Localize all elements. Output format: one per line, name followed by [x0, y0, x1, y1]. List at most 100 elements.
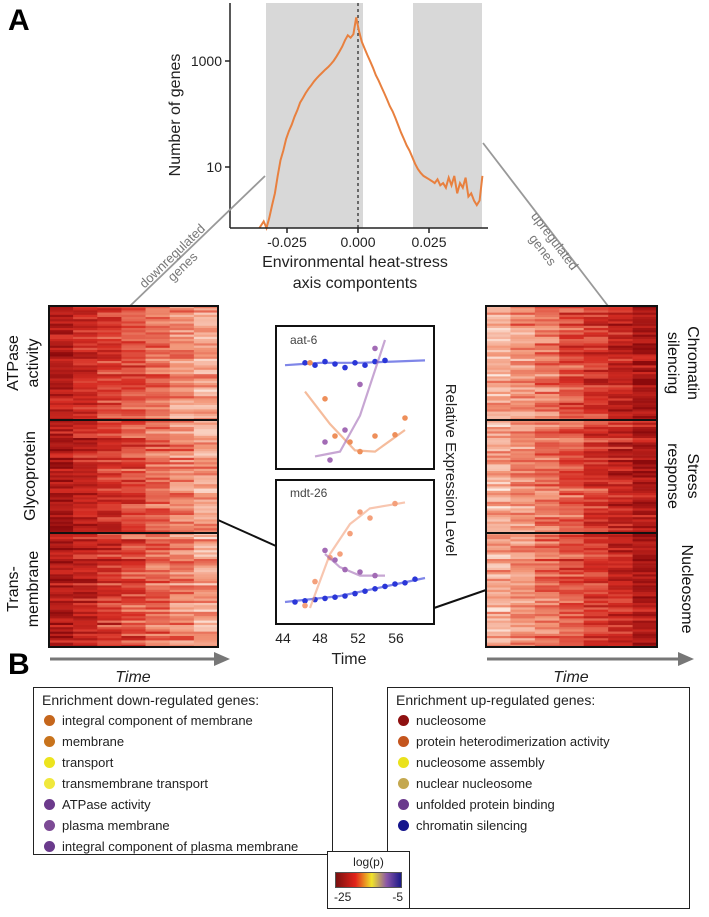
- heatmap-cell: [169, 539, 195, 542]
- heatmap-cell: [169, 497, 195, 500]
- heatmap-cell: [73, 473, 98, 476]
- heatmap-cell: [608, 618, 633, 621]
- label-atpase: ATPase: [5, 335, 22, 391]
- heatmap-cell: [193, 640, 219, 643]
- heatmap-cell: [583, 336, 609, 340]
- heatmap-cell: [49, 424, 74, 428]
- heatmap-cell: [632, 323, 658, 327]
- heatmap-cell: [193, 310, 219, 313]
- heatmap-cell: [193, 312, 219, 316]
- heatmap-cell: [534, 609, 560, 613]
- heatmap-cell: [510, 600, 536, 604]
- heatmap-cell: [49, 616, 74, 619]
- heatmap-cell: [559, 545, 585, 549]
- data-point-orange: [312, 578, 318, 585]
- heatmap-cell: [121, 504, 146, 507]
- heatmap-cell: [73, 495, 98, 498]
- heatmap-cell: [583, 312, 609, 316]
- heatmap-cell: [632, 596, 658, 599]
- heatmap-cell: [73, 352, 98, 355]
- data-point-blue: [342, 364, 348, 371]
- heatmap-cell: [193, 486, 219, 489]
- heatmap-cell: [510, 638, 536, 641]
- heatmap-cell: [486, 431, 511, 434]
- heatmap-cell: [559, 598, 585, 602]
- heatmap-cell: [534, 563, 560, 566]
- heatmap-cell: [193, 356, 219, 360]
- heatmap-cell: [145, 317, 171, 320]
- heatmap-cell: [97, 460, 122, 463]
- heatmap-cell: [632, 550, 658, 553]
- heatmap-cell: [632, 475, 658, 478]
- heatmap-cell: [49, 422, 74, 426]
- heatmap-cell: [608, 484, 633, 487]
- heatmap-cell: [583, 319, 609, 322]
- heatmap-cell: [583, 435, 609, 439]
- heatmap-cell: [559, 506, 585, 509]
- heatmap-cell: [559, 559, 585, 562]
- heatmap-cell: [97, 455, 122, 459]
- heatmap-cell: [559, 378, 585, 382]
- heatmap-cell: [534, 312, 560, 316]
- heatmap-cell: [145, 389, 171, 393]
- heatmap-cell: [145, 534, 171, 538]
- heatmap-cell: [632, 435, 658, 439]
- heatmap-cell: [583, 330, 609, 333]
- inset-plot-aat-6: [284, 339, 426, 463]
- heatmap-cell: [510, 427, 536, 430]
- heatmap-cell: [583, 642, 609, 646]
- heatmap-cell: [145, 583, 171, 586]
- heatmap-cell: [583, 636, 609, 639]
- distribution-chart: 1000 10 -0.025 0.000 0.025 Number of gen…: [167, 3, 488, 292]
- heatmap-cell: [583, 466, 609, 470]
- heatmap-cell: [486, 466, 511, 470]
- heatmap-cell: [608, 424, 633, 428]
- heatmap-cell: [510, 565, 536, 569]
- heatmap-cell: [49, 416, 74, 419]
- heatmap-cell: [583, 598, 609, 602]
- heatmap-cell: [97, 361, 122, 364]
- heatmap-cell: [145, 627, 171, 630]
- heatmap-cell: [583, 444, 609, 448]
- heatmap-cell: [97, 345, 122, 349]
- heatmap-right-label-1: Chromatinsilencing: [664, 326, 701, 400]
- heatmap-cell: [559, 607, 585, 610]
- heatmap-cell: [145, 490, 171, 494]
- heatmap-cell: [97, 614, 122, 617]
- heatmap-cell: [559, 319, 585, 322]
- heatmap-cell: [121, 548, 146, 551]
- heatmap-cell: [97, 592, 122, 595]
- color-dot-icon: [44, 757, 55, 768]
- x-tick-label-pos: 0.025: [411, 234, 446, 250]
- heatmap-cell: [632, 460, 658, 463]
- heatmap-cell: [534, 585, 560, 588]
- heatmap-cell: [169, 517, 195, 520]
- enrichment-up-title: Enrichment up-regulated genes:: [396, 692, 596, 708]
- heatmap-cell: [559, 354, 585, 357]
- heatmap-cell: [510, 455, 536, 459]
- heatmap-cell: [145, 594, 171, 597]
- heatmap-cell: [169, 442, 195, 445]
- heatmap-cell: [97, 312, 122, 316]
- heatmap-cell: [632, 407, 658, 410]
- heatmap-cell: [608, 334, 633, 338]
- heatmap-cell: [510, 484, 536, 487]
- heatmap-cell: [559, 618, 585, 621]
- heatmap-cell: [73, 444, 98, 448]
- heatmap-cell: [169, 400, 195, 404]
- heatmap-cell: [169, 402, 195, 406]
- heatmap-cell: [632, 389, 658, 393]
- heatmap-cell: [632, 473, 658, 476]
- heatmap-cell: [145, 517, 171, 520]
- heatmap-cell: [121, 374, 146, 377]
- heatmap-cell: [486, 332, 511, 335]
- heatmap-cell: [145, 411, 171, 415]
- heatmap-cell: [486, 528, 511, 531]
- enrichment-down-item-label: ATPase activity: [62, 797, 151, 812]
- heatmap-cell: [193, 578, 219, 582]
- heatmap-cell: [145, 394, 171, 397]
- heatmap-cell: [534, 616, 560, 619]
- heatmap-cell: [145, 391, 171, 395]
- heatmap-cell: [608, 323, 633, 327]
- heatmap-cell: [97, 600, 122, 604]
